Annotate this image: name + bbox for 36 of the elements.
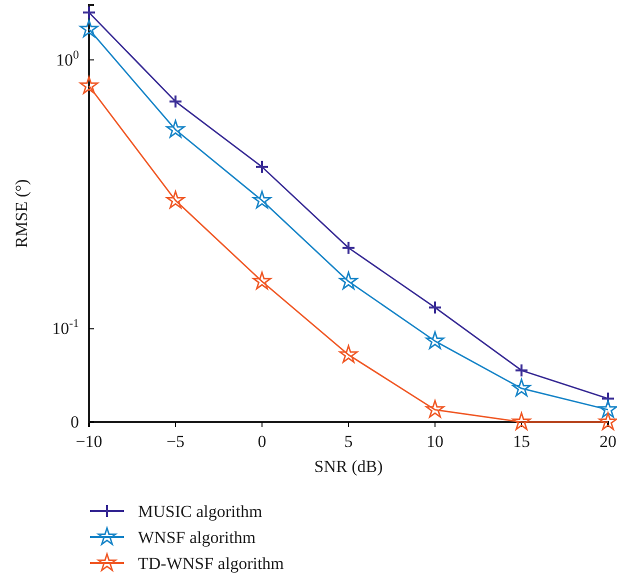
point [514,363,528,378]
point [82,6,96,20]
x-tick-label: −5 [166,432,185,451]
point [80,20,98,38]
point [598,412,617,430]
y-tick-label: 10$^{-1}$ [52,316,80,338]
point [426,331,444,350]
x-tick-label: −10 [76,432,102,451]
point [252,272,272,290]
x-axis-title: SNR (dB) [314,457,383,476]
y-axis-title: RMSE (°) [12,179,31,248]
point [428,300,442,314]
point [166,190,185,208]
legend-label: TD-WNSF algorithm [138,554,284,573]
legend-label: WNSF algorithm [138,528,256,547]
x-tick-label: 10 [426,432,444,451]
point [339,272,358,290]
point [80,76,98,94]
x-tick-label: 15 [513,432,530,451]
point [512,412,531,430]
point [512,378,531,396]
point [339,345,358,363]
y-tick-label: 10$^{0}$ [56,47,80,70]
point [601,392,615,406]
point [168,94,182,109]
legend-label: MUSIC algorithm [138,502,262,521]
x-tick-label: 20 [600,432,616,451]
point [166,120,185,138]
point [255,160,269,174]
x-tick-label: 5 [344,432,353,451]
point [252,190,272,208]
y-tick-label: 0 [70,412,79,432]
x-tick-label: 0 [258,432,266,451]
point [342,240,356,255]
point [598,400,617,418]
point [426,400,444,418]
